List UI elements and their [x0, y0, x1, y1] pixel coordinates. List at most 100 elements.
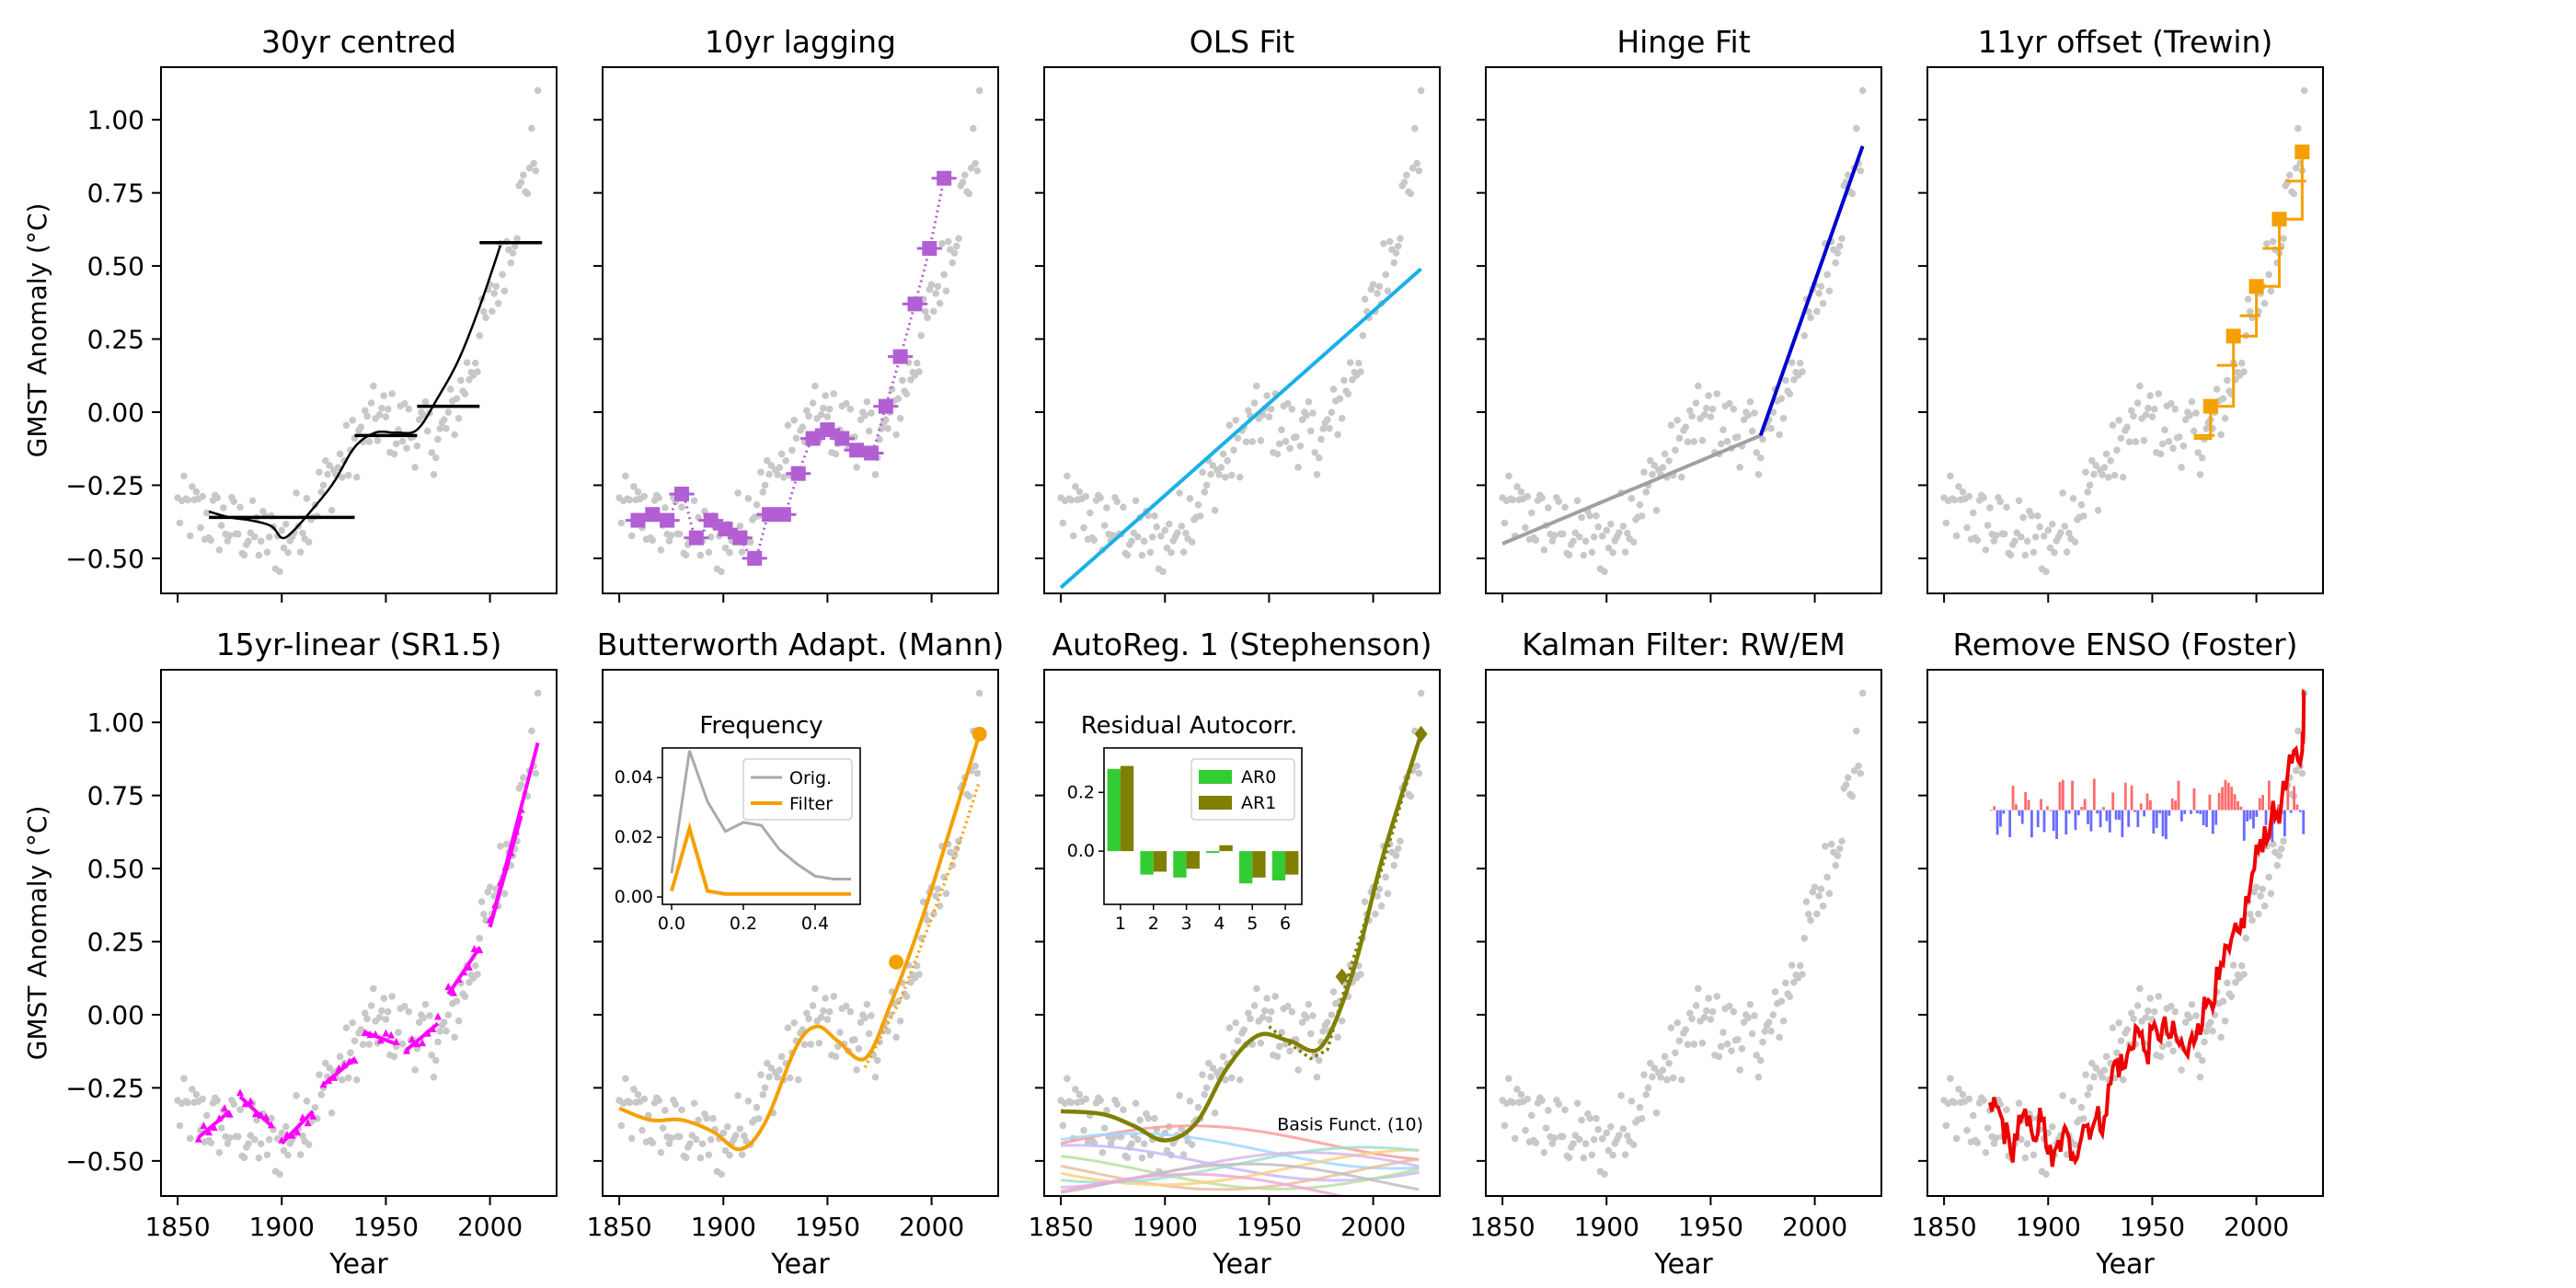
observation-point — [1950, 1098, 1959, 1107]
observation-point — [1767, 1027, 1775, 1035]
observation-point — [1151, 512, 1158, 520]
panel-4: Hinge Fit — [1477, 24, 1882, 603]
enso-index-bar — [2293, 786, 2295, 811]
observation-point — [499, 270, 506, 279]
observation-point — [896, 1017, 904, 1025]
y-tick-label: 0.50 — [87, 854, 144, 884]
observation-point — [1354, 359, 1363, 367]
basis-function — [1061, 1144, 1420, 1182]
plot-area — [1499, 86, 1867, 576]
observation-point — [932, 290, 939, 297]
observation-point — [1990, 537, 1998, 545]
observation-point — [1677, 473, 1685, 481]
observation-point — [1315, 454, 1323, 462]
observation-point — [2127, 407, 2135, 415]
observation-point — [471, 961, 479, 970]
enso-removed-line — [1987, 688, 2306, 1167]
observation-point — [942, 287, 950, 295]
observation-point — [1338, 414, 1346, 422]
observation-point — [657, 546, 665, 554]
observation-point — [186, 1134, 194, 1143]
observation-point — [2300, 86, 2308, 95]
observation-point — [1673, 1018, 1682, 1027]
observation-point — [1524, 1095, 1532, 1103]
observation-point — [2240, 971, 2248, 978]
observation-point — [967, 164, 975, 172]
observation-point — [903, 993, 911, 1001]
observation-point — [763, 456, 771, 465]
observation-point — [2181, 1018, 2190, 1027]
observation-point — [1782, 376, 1789, 385]
panel-title: AutoReg. 1 (Stephenson) — [1052, 627, 1432, 662]
axes-frame — [1043, 669, 1441, 1197]
observation-point — [1128, 1140, 1135, 1147]
observation-point — [428, 449, 436, 456]
observation-point — [317, 1091, 326, 1098]
y-tick-label: 0.75 — [87, 781, 144, 811]
panel-title: Kalman Filter: RW/EM — [1522, 627, 1846, 662]
observation-point — [1319, 1028, 1328, 1035]
enso-index-bar — [2161, 810, 2165, 837]
observation-point — [696, 551, 705, 559]
observation-point — [2000, 530, 2008, 538]
observation-point — [1259, 410, 1267, 419]
observation-point — [2086, 1084, 2094, 1092]
inset-bar — [1285, 851, 1299, 875]
observation-point — [2105, 473, 2112, 481]
observation-point — [719, 1129, 728, 1137]
observation-point — [1346, 359, 1354, 366]
observation-point — [1751, 409, 1758, 417]
observation-point — [1969, 1111, 1977, 1120]
observation-point — [1661, 1052, 1669, 1061]
observation-point — [1723, 438, 1731, 445]
observation-point — [1825, 287, 1834, 295]
inset-x-tick-label: 5 — [1247, 914, 1258, 934]
observation-point — [2237, 961, 2246, 970]
observation-point — [734, 1092, 742, 1099]
observation-point — [2178, 464, 2185, 471]
lagging-trace — [637, 178, 946, 560]
observation-point — [1344, 390, 1352, 398]
observation-point — [384, 1007, 392, 1016]
observation-point — [949, 259, 957, 267]
observation-point — [936, 902, 944, 910]
observation-point — [421, 397, 430, 406]
sr15-marker — [454, 975, 463, 983]
observation-point — [1717, 440, 1725, 448]
observation-point — [528, 727, 535, 735]
enso-index-bar — [2133, 810, 2136, 812]
observation-point — [907, 979, 914, 986]
observation-point — [1855, 762, 1862, 770]
observation-point — [528, 124, 535, 132]
observation-point — [257, 1140, 265, 1148]
observation-point — [1303, 411, 1310, 420]
enso-index-bar — [2074, 810, 2077, 831]
observation-point — [2110, 471, 2119, 479]
observation-point — [303, 495, 311, 502]
observation-point — [2192, 1012, 2200, 1019]
observation-point — [1980, 1097, 1987, 1104]
sr15-marker — [366, 1030, 374, 1039]
observation-point — [375, 410, 384, 419]
sr15-marker — [361, 1029, 369, 1037]
observation-point — [513, 235, 521, 243]
observation-point — [1240, 1026, 1248, 1034]
enso-index-bar — [2214, 810, 2218, 825]
inset-x-tick-label: 0.2 — [730, 914, 757, 934]
lagging-marker — [688, 530, 704, 546]
observation-point — [734, 489, 742, 497]
observation-point — [1153, 523, 1161, 531]
observation-point — [1685, 1009, 1694, 1018]
observation-point — [1672, 1049, 1679, 1057]
observation-point — [443, 1027, 450, 1035]
observation-point — [1545, 1107, 1552, 1114]
observation-point — [2255, 910, 2262, 918]
observation-point — [1194, 500, 1202, 509]
enso-index-bar — [2183, 810, 2187, 814]
observation-point — [820, 404, 827, 412]
sr15-marker — [293, 1128, 302, 1136]
inset-y-tick-label: 0.02 — [615, 827, 653, 847]
observation-point — [695, 1116, 702, 1124]
observation-point — [1738, 1045, 1746, 1052]
observation-point — [2246, 910, 2254, 918]
